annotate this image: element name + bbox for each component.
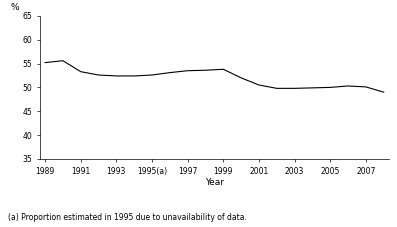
Text: (a) Proportion estimated in 1995 due to unavailability of data.: (a) Proportion estimated in 1995 due to … <box>8 213 247 222</box>
Y-axis label: %: % <box>11 2 19 12</box>
X-axis label: Year: Year <box>205 178 224 187</box>
